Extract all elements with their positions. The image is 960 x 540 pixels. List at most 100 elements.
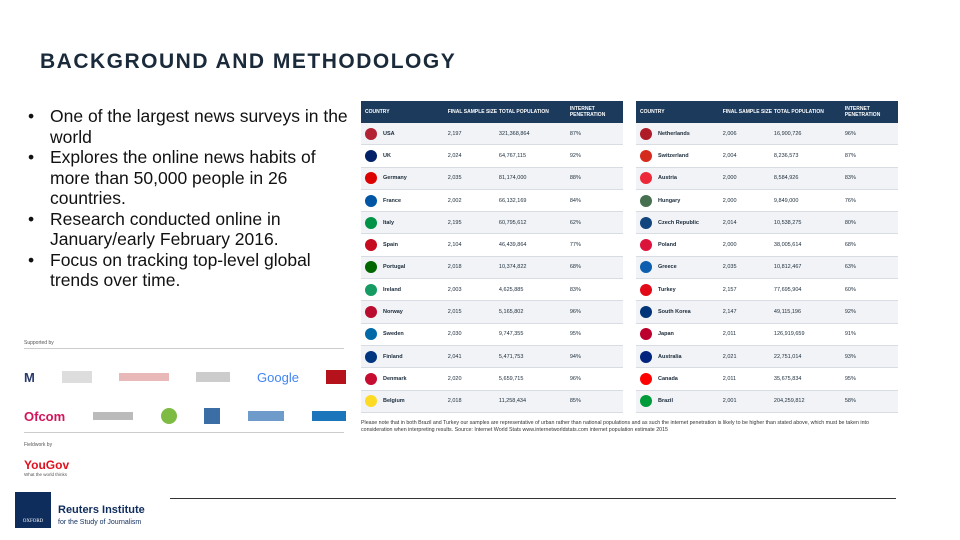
table-header: COUNTRY FINAL SAMPLE SIZE TOTAL POPULATI… bbox=[636, 101, 898, 123]
country-name: Greece bbox=[658, 264, 677, 271]
country-name: Switzerland bbox=[658, 152, 689, 159]
sponsor-logo bbox=[204, 408, 221, 424]
oxford-crest-icon: OXFORD bbox=[15, 492, 51, 528]
cell-population: 49,115,196 bbox=[773, 309, 802, 316]
cell-country: Greece bbox=[636, 261, 719, 274]
cell-penetration: 83% bbox=[569, 286, 581, 293]
country-name: UK bbox=[383, 152, 391, 159]
cell-population: 5,659,715 bbox=[498, 375, 524, 382]
bullet-item: Research conducted online in January/ear… bbox=[28, 209, 348, 250]
cell-sample: 2,197 bbox=[447, 130, 462, 137]
cell-penetration: 96% bbox=[569, 309, 581, 316]
table-row: Canada 2,011 35,675,834 95% bbox=[636, 368, 898, 391]
flag-icon bbox=[640, 395, 652, 408]
table-row: Greece 2,035 10,812,467 63% bbox=[636, 256, 898, 280]
cell-country: Brazil bbox=[636, 395, 719, 408]
cell-country: Japan bbox=[636, 328, 719, 341]
country-name: Italy bbox=[383, 219, 395, 226]
country-name: Poland bbox=[658, 242, 677, 249]
cell-country: South Korea bbox=[636, 306, 719, 319]
country-name: Norway bbox=[383, 309, 403, 316]
cell-country: Sweden bbox=[361, 328, 444, 341]
flag-icon bbox=[640, 306, 652, 319]
header-sample: FINAL SAMPLE SIZE bbox=[722, 109, 773, 115]
flag-icon bbox=[365, 127, 377, 140]
table-row: Spain 2,104 46,439,864 77% bbox=[361, 234, 623, 257]
cell-population: 11,258,434 bbox=[498, 398, 527, 405]
country-name: Netherlands bbox=[658, 130, 690, 137]
flag-icon bbox=[365, 372, 377, 385]
flag-icon bbox=[365, 283, 377, 296]
country-name: USA bbox=[383, 130, 395, 137]
google-logo: Google bbox=[257, 369, 299, 385]
cell-country: UK bbox=[361, 149, 444, 162]
table-row: Denmark 2,020 5,659,715 96% bbox=[361, 368, 623, 391]
cell-population: 4,625,885 bbox=[498, 286, 524, 293]
cell-sample: 2,004 bbox=[722, 152, 737, 159]
cell-penetration: 96% bbox=[844, 130, 856, 137]
flag-icon bbox=[640, 261, 652, 274]
cell-population: 81,174,000 bbox=[498, 175, 527, 182]
country-name: Turkey bbox=[658, 286, 676, 293]
table-row: Ireland 2,003 4,625,885 83% bbox=[361, 279, 623, 302]
cell-country: Belgium bbox=[361, 395, 444, 408]
cell-penetration: 93% bbox=[844, 353, 856, 360]
country-name: Australia bbox=[658, 353, 682, 360]
table-row: Netherlands 2,006 16,900,726 96% bbox=[636, 123, 898, 146]
cell-population: 10,374,822 bbox=[498, 264, 527, 271]
cell-country: Poland bbox=[636, 239, 719, 252]
flag-icon bbox=[640, 372, 652, 385]
cell-population: 8,584,926 bbox=[773, 175, 799, 182]
header-population: TOTAL POPULATION bbox=[773, 109, 824, 115]
cell-sample: 2,002 bbox=[447, 197, 462, 204]
supported-by-label: Supported by bbox=[24, 340, 54, 346]
bullet-item: Focus on tracking top-level global trend… bbox=[28, 250, 348, 291]
cell-population: 38,005,614 bbox=[773, 242, 802, 249]
flag-icon bbox=[365, 216, 377, 229]
header-country: COUNTRY bbox=[365, 109, 390, 115]
table-row: Poland 2,000 38,005,614 68% bbox=[636, 234, 898, 257]
yougov-logo: YouGov bbox=[24, 458, 70, 472]
cell-population: 60,795,612 bbox=[498, 219, 527, 226]
cell-sample: 2,104 bbox=[447, 242, 462, 249]
country-name: France bbox=[383, 197, 402, 204]
cell-penetration: 88% bbox=[569, 175, 581, 182]
table-footnote: Please note that in both Brazil and Turk… bbox=[361, 420, 869, 433]
country-name: Brazil bbox=[658, 398, 673, 405]
table-row: Italy 2,195 60,795,612 62% bbox=[361, 212, 623, 235]
country-name: Finland bbox=[383, 353, 403, 360]
country-name: Czech Republic bbox=[658, 219, 699, 226]
cell-penetration: 92% bbox=[844, 309, 856, 316]
cell-sample: 2,000 bbox=[722, 197, 737, 204]
flag-icon bbox=[640, 283, 652, 296]
country-name: Ireland bbox=[383, 286, 402, 293]
sponsor-logo bbox=[92, 412, 133, 420]
institute-subtitle: for the Study of Journalism bbox=[58, 519, 142, 526]
cell-penetration: 84% bbox=[569, 197, 581, 204]
cell-penetration: 62% bbox=[569, 219, 581, 226]
cell-sample: 2,147 bbox=[722, 309, 737, 316]
cell-country: Canada bbox=[636, 372, 719, 385]
table-row: France 2,002 66,132,169 84% bbox=[361, 190, 623, 213]
crest-label: OXFORD bbox=[22, 519, 44, 524]
sponsor-logo bbox=[312, 411, 346, 421]
table-row: Germany 2,035 81,174,000 88% bbox=[361, 167, 623, 190]
cell-population: 46,439,864 bbox=[498, 242, 527, 249]
cell-sample: 2,195 bbox=[447, 219, 462, 226]
cell-population: 10,538,275 bbox=[773, 219, 802, 226]
institute-name: Reuters Institute bbox=[58, 504, 145, 516]
table-row: South Korea 2,147 49,115,196 92% bbox=[636, 301, 898, 324]
cell-penetration: 92% bbox=[569, 152, 581, 159]
flag-icon bbox=[365, 306, 377, 319]
cell-country: Switzerland bbox=[636, 149, 719, 162]
cell-sample: 2,015 bbox=[447, 309, 462, 316]
table-row: Japan 2,011 126,919,659 91% bbox=[636, 324, 898, 346]
cell-sample: 2,003 bbox=[447, 286, 462, 293]
flag-icon bbox=[640, 350, 652, 363]
cell-country: Czech Republic bbox=[636, 216, 719, 229]
yougov-tagline: What the world thinks bbox=[24, 472, 68, 477]
cell-country: Norway bbox=[361, 306, 444, 319]
cell-sample: 2,021 bbox=[722, 353, 737, 360]
table-row: USA 2,197 321,368,864 87% bbox=[361, 123, 623, 146]
flag-icon bbox=[640, 194, 652, 207]
